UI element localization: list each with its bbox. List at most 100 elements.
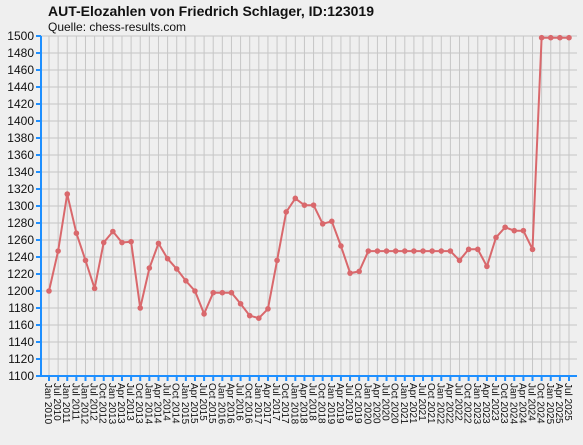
x-tick-label: Jul 2010: [51, 383, 62, 421]
x-tick-label: Jul 2019: [343, 383, 354, 421]
data-point: [474, 246, 481, 253]
data-point: [119, 239, 125, 246]
x-tick-label: Jan 2021: [398, 383, 409, 425]
data-point: [383, 248, 390, 254]
data-point: [246, 312, 253, 319]
y-tick-label: 1480: [7, 46, 34, 60]
x-tick-label: Jul 2014: [161, 383, 172, 421]
x-tick-label: Jul 2020: [380, 383, 391, 421]
data-point: [73, 230, 80, 236]
data-point: [82, 257, 89, 264]
x-tick-label: Jul 2016: [234, 383, 245, 421]
x-tick-label: Jan 2015: [179, 383, 190, 425]
x-tick-label: Jan 2011: [60, 383, 71, 424]
data-point: [265, 306, 271, 312]
y-axis-ticks: 1100 1120 1140 1160 1180 1200 1220 1240 1260 1280…: [7, 29, 41, 383]
data-point: [46, 288, 52, 294]
data-point: [566, 34, 572, 41]
x-tick-label: Jul 2022: [453, 383, 464, 421]
x-tick-label: Apr 2018: [297, 383, 308, 424]
x-tick-label: Oct 2019: [352, 383, 363, 424]
y-tick-label: 1140: [8, 335, 34, 349]
data-point: [137, 305, 144, 311]
x-tick-label: Jan 2024: [507, 383, 518, 425]
y-tick-label: 1400: [7, 114, 34, 128]
y-tick-label: 1360: [7, 148, 34, 162]
y-tick-label: 1420: [7, 97, 34, 111]
data-point: [210, 289, 217, 296]
data-point: [557, 34, 563, 41]
x-tick-label: Apr 2022: [443, 383, 454, 424]
data-point: [411, 248, 417, 254]
data-point: [456, 257, 463, 264]
x-tick-label: Apr 2014: [151, 383, 162, 424]
data-point: [374, 248, 381, 254]
y-tick-label: 1240: [7, 250, 34, 264]
x-tick-label: Oct 2017: [279, 383, 290, 424]
x-tick-label: Jan 2020: [361, 383, 372, 425]
x-tick-label: Jan 2014: [142, 383, 153, 425]
x-tick-label: Apr 2024: [516, 383, 527, 424]
y-tick-label: 1500: [7, 29, 34, 43]
data-point: [429, 248, 435, 254]
chart-source: Quelle: chess-results.com: [48, 20, 187, 34]
data-point: [511, 227, 518, 234]
x-tick-label: Oct 2022: [462, 383, 473, 424]
x-tick-label: Jul 2025: [562, 383, 573, 421]
x-tick-label: Apr 2020: [370, 383, 381, 424]
data-point: [401, 248, 408, 254]
data-point: [237, 300, 244, 307]
data-point: [192, 288, 198, 294]
data-point: [164, 255, 171, 262]
x-tick-label: Jul 2024: [526, 383, 537, 421]
data-point: [520, 227, 527, 234]
x-tick-label: Jan 2022: [434, 383, 445, 425]
y-tick-label: 1460: [7, 63, 34, 77]
y-tick-label: 1380: [7, 131, 34, 145]
data-point: [365, 248, 372, 254]
x-tick-label: Jul 2013: [124, 383, 135, 421]
data-point: [146, 265, 153, 271]
x-tick-label: Apr 2021: [407, 383, 418, 424]
data-point: [438, 248, 445, 254]
x-tick-label: Oct 2015: [206, 383, 217, 424]
x-tick-label: Jan 2023: [471, 383, 482, 425]
data-point: [256, 315, 262, 322]
x-tick-label: Apr 2013: [115, 383, 126, 424]
x-tick-label: Oct 2013: [133, 383, 144, 424]
x-tick-label: Apr 2017: [261, 383, 272, 424]
x-tick-label: Jul 2017: [270, 383, 281, 421]
data-point: [173, 266, 180, 272]
data-point: [283, 209, 289, 215]
y-tick-label: 1180: [8, 301, 34, 315]
chart-title: AUT-Elozahlen von Friedrich Schlager, ID…: [48, 3, 374, 19]
grid: [41, 35, 577, 377]
data-point: [100, 239, 107, 246]
data-point: [420, 248, 426, 254]
x-tick-label: Jan 2013: [106, 383, 117, 425]
data-point: [201, 311, 207, 317]
x-tick-label: Oct 2024: [535, 383, 546, 424]
x-tick-label: Jan 2012: [78, 383, 89, 425]
data-point: [155, 240, 162, 247]
data-point: [219, 289, 226, 296]
data-point: [338, 243, 344, 249]
y-tick-label: 1280: [7, 216, 34, 230]
data-point: [310, 202, 317, 208]
x-tick-label: Jan 2019: [325, 383, 336, 425]
data-point: [356, 268, 362, 275]
data-point: [392, 248, 399, 254]
data-point: [547, 34, 554, 41]
data-point: [128, 238, 134, 245]
y-tick-label: 1160: [8, 318, 34, 332]
y-tick-label: 1120: [8, 352, 34, 366]
y-tick-label: 1260: [7, 233, 34, 247]
x-tick-label: Jan 2018: [288, 383, 299, 425]
x-tick-label: Oct 2014: [170, 383, 181, 424]
y-tick-label: 1100: [8, 369, 34, 383]
x-tick-label: Oct 2016: [243, 383, 254, 424]
x-tick-label: Jul 2023: [489, 383, 500, 421]
data-point: [538, 34, 545, 41]
